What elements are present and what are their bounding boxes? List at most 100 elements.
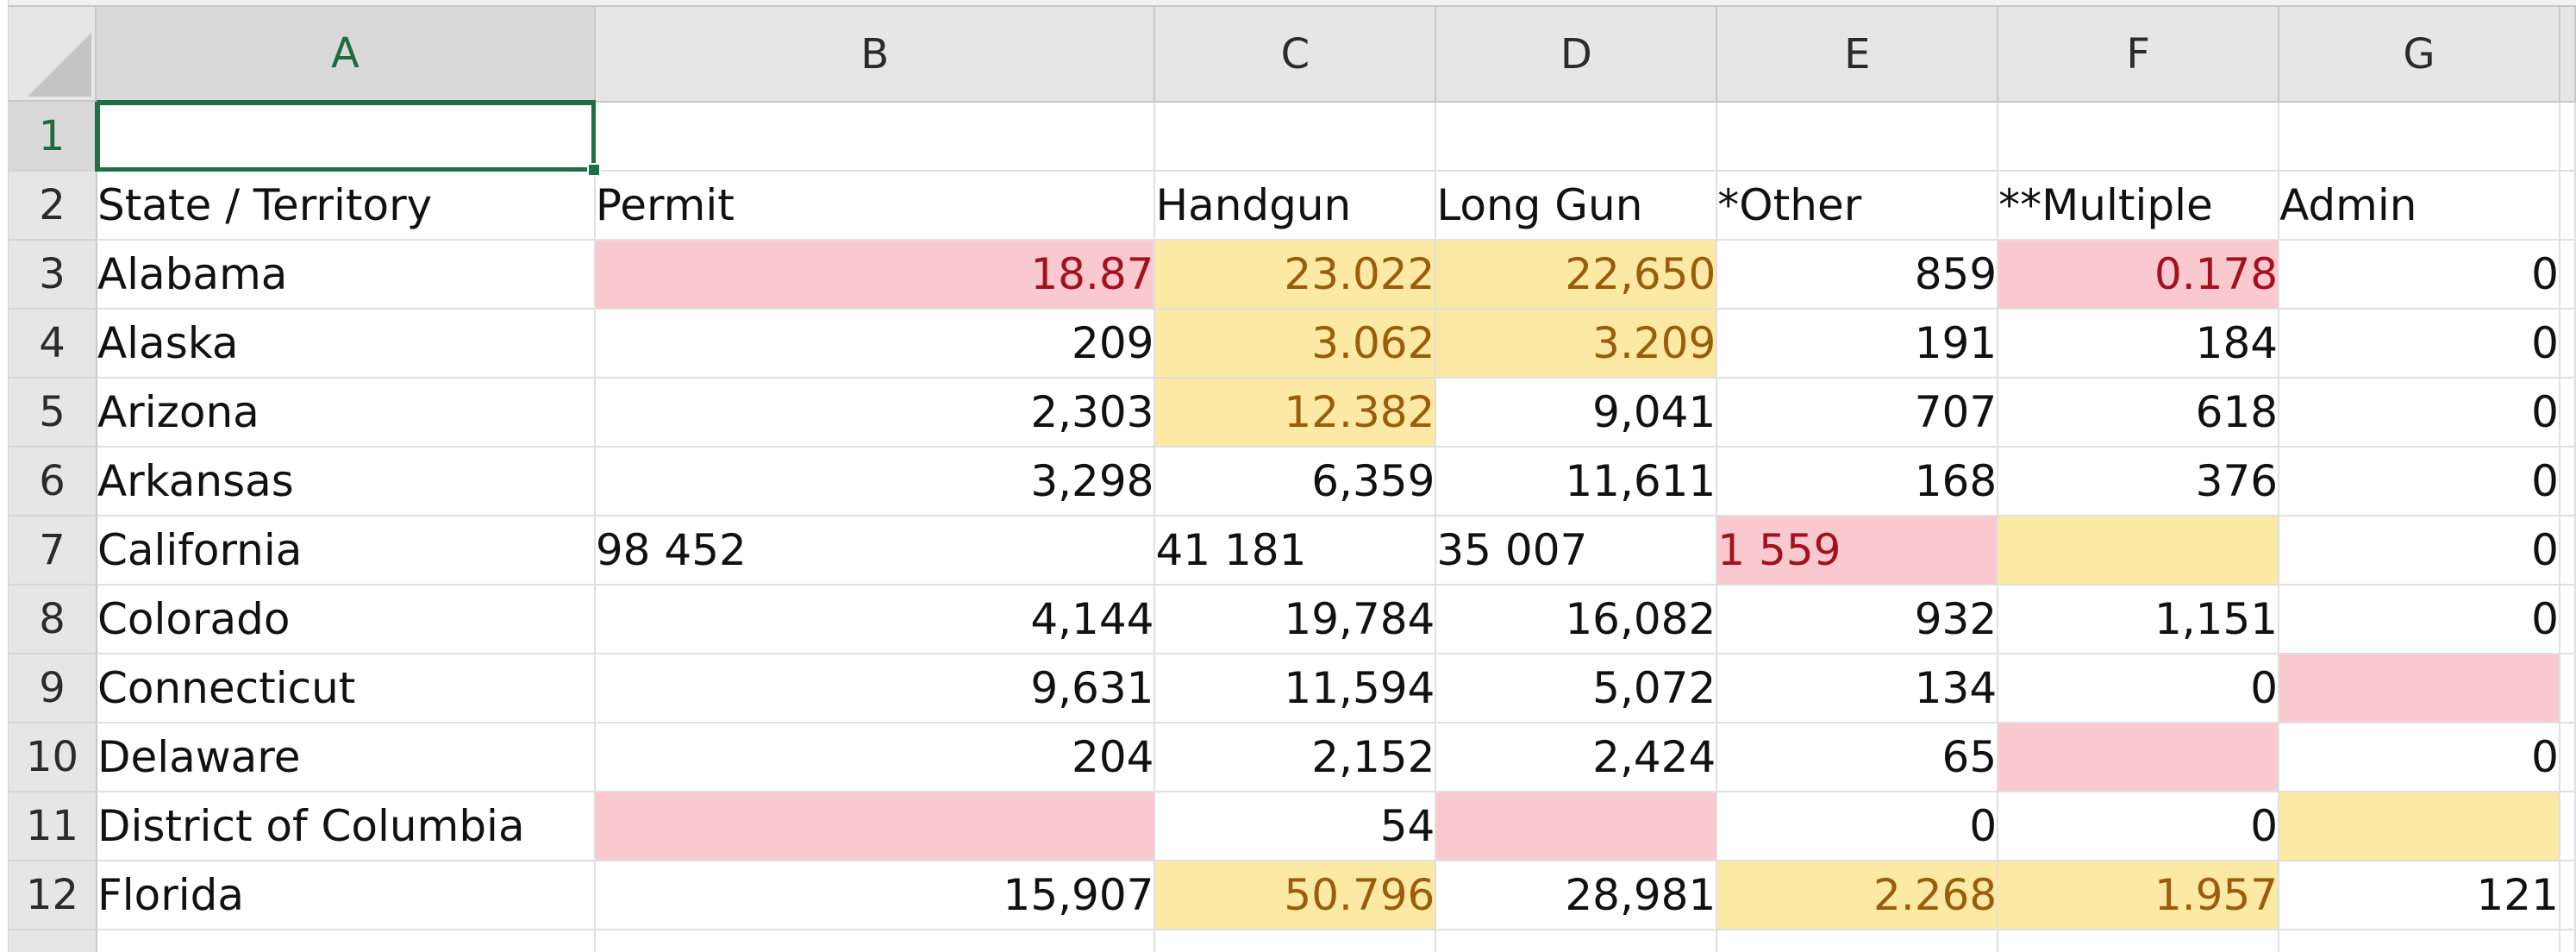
cell-e9[interactable]: 134 xyxy=(1716,654,1999,723)
cell-f3[interactable]: 0.178 xyxy=(1998,240,2280,310)
column-header-g[interactable]: G xyxy=(2279,7,2560,103)
cell-d7[interactable]: 35 007 xyxy=(1435,516,1718,586)
cell-e11[interactable]: 0 xyxy=(1716,792,1999,861)
row-header-8[interactable]: 8 xyxy=(9,585,97,654)
cell-c5[interactable]: 12.382 xyxy=(1154,378,1437,448)
cell-b9[interactable]: 9,631 xyxy=(594,654,1156,723)
cell-d12[interactable]: 28,981 xyxy=(1435,861,1718,930)
cell-d4[interactable]: 3.209 xyxy=(1435,309,1718,379)
cell-c11[interactable]: 54 xyxy=(1154,792,1437,861)
row-header-1[interactable]: 1 xyxy=(9,102,98,172)
cell-b8[interactable]: 4,144 xyxy=(594,585,1156,654)
row-header-5[interactable]: 5 xyxy=(9,378,97,448)
cell-row13-partial[interactable] xyxy=(2559,930,2576,952)
cell-h6-partial[interactable] xyxy=(2559,447,2576,517)
cell-f2[interactable]: **Multiple xyxy=(1998,171,2280,241)
column-header-h-partial[interactable] xyxy=(2559,7,2576,103)
row-header-3[interactable]: 3 xyxy=(9,240,97,310)
cell-d2[interactable]: Long Gun xyxy=(1435,171,1718,241)
cell-a10[interactable]: Delaware xyxy=(96,723,596,792)
cell-row13-partial[interactable] xyxy=(96,930,596,952)
row-header-12[interactable]: 12 xyxy=(9,861,97,930)
cell-c8[interactable]: 19,784 xyxy=(1154,585,1437,654)
cell-b5[interactable]: 2,303 xyxy=(594,378,1156,448)
cell-h8-partial[interactable] xyxy=(2559,585,2576,654)
cell-e2[interactable]: *Other xyxy=(1716,171,1999,241)
column-header-d[interactable]: D xyxy=(1435,7,1718,103)
cell-f9[interactable]: 0 xyxy=(1998,654,2280,723)
cell-row13-partial[interactable] xyxy=(1435,930,1718,952)
cell-h10-partial[interactable] xyxy=(2559,723,2576,792)
cell-c6[interactable]: 6,359 xyxy=(1154,447,1437,517)
cell-h4-partial[interactable] xyxy=(2559,309,2576,379)
row-header-9[interactable]: 9 xyxy=(9,654,97,723)
cell-f8[interactable]: 1,151 xyxy=(1998,585,2280,654)
cell-f6[interactable]: 376 xyxy=(1998,447,2280,517)
cell-c9[interactable]: 11,594 xyxy=(1154,654,1437,723)
cell-d5[interactable]: 9,041 xyxy=(1435,378,1718,448)
cell-d8[interactable]: 16,082 xyxy=(1435,585,1718,654)
cell-h5-partial[interactable] xyxy=(2559,378,2576,448)
column-header-c[interactable]: C xyxy=(1154,7,1437,103)
cell-g3[interactable]: 0 xyxy=(2279,240,2560,310)
cell-a1[interactable] xyxy=(95,101,596,172)
cell-b3[interactable]: 18.87 xyxy=(594,240,1156,310)
select-all-corner-graphic[interactable] xyxy=(9,7,97,102)
cell-g10[interactable]: 0 xyxy=(2279,723,2560,792)
cell-h1-partial[interactable] xyxy=(2559,102,2576,172)
cell-g2[interactable]: Admin xyxy=(2279,171,2560,241)
cell-c2[interactable]: Handgun xyxy=(1154,171,1437,241)
cell-a9[interactable]: Connecticut xyxy=(96,654,596,723)
cell-h12-partial[interactable] xyxy=(2559,861,2576,930)
cell-b6[interactable]: 3,298 xyxy=(594,447,1156,517)
cell-g5[interactable]: 0 xyxy=(2279,378,2560,448)
cell-a8[interactable]: Colorado xyxy=(96,585,596,654)
cell-b1[interactable] xyxy=(594,102,1156,172)
cell-h9-partial[interactable] xyxy=(2559,654,2576,723)
cell-g11[interactable] xyxy=(2279,792,2560,861)
column-header-e[interactable]: E xyxy=(1716,7,1999,103)
cell-f7[interactable] xyxy=(1998,516,2280,586)
row-header-2[interactable]: 2 xyxy=(9,171,97,241)
cell-h11-partial[interactable] xyxy=(2559,792,2576,861)
cell-a6[interactable]: Arkansas xyxy=(96,447,596,517)
cell-a5[interactable]: Arizona xyxy=(96,378,596,448)
cell-g6[interactable]: 0 xyxy=(2279,447,2560,517)
cell-a2[interactable]: State / Territory xyxy=(96,171,596,241)
cell-g12[interactable]: 121 xyxy=(2279,861,2560,930)
cell-e3[interactable]: 859 xyxy=(1716,240,1999,310)
cell-b11[interactable] xyxy=(594,792,1156,861)
cell-a3[interactable]: Alabama xyxy=(96,240,596,310)
cell-c1[interactable] xyxy=(1154,102,1437,172)
cell-d1[interactable] xyxy=(1435,102,1718,172)
cell-row13-partial[interactable] xyxy=(1716,930,1999,952)
cell-f1[interactable] xyxy=(1998,102,2280,172)
column-header-b[interactable]: B xyxy=(594,7,1156,103)
cell-d6[interactable]: 11,611 xyxy=(1435,447,1718,517)
cell-c7[interactable]: 41 181 xyxy=(1154,516,1437,586)
cell-f4[interactable]: 184 xyxy=(1998,309,2280,379)
cell-f12[interactable]: 1.957 xyxy=(1998,861,2280,930)
cell-c4[interactable]: 3.062 xyxy=(1154,309,1437,379)
fill-handle[interactable] xyxy=(586,163,601,177)
cell-d3[interactable]: 22,650 xyxy=(1435,240,1718,310)
cell-row13-partial[interactable] xyxy=(594,930,1156,952)
cell-g7[interactable]: 0 xyxy=(2279,516,2560,586)
cell-g8[interactable]: 0 xyxy=(2279,585,2560,654)
cell-e5[interactable]: 707 xyxy=(1716,378,1999,448)
row-header-11[interactable]: 11 xyxy=(9,792,97,861)
cell-b7[interactable]: 98 452 xyxy=(594,516,1156,586)
cell-c3[interactable]: 23.022 xyxy=(1154,240,1437,310)
cell-b12[interactable]: 15,907 xyxy=(594,861,1156,930)
cell-g9[interactable] xyxy=(2279,654,2560,723)
row-header-13[interactable] xyxy=(9,930,97,952)
cell-f5[interactable]: 618 xyxy=(1998,378,2280,448)
row-header-6[interactable]: 6 xyxy=(9,447,97,517)
cell-b10[interactable]: 204 xyxy=(594,723,1156,792)
cell-row13-partial[interactable] xyxy=(2279,930,2560,952)
cell-a4[interactable]: Alaska xyxy=(96,309,596,379)
column-header-a[interactable]: A xyxy=(96,7,596,103)
row-header-7[interactable]: 7 xyxy=(9,516,97,586)
cell-c10[interactable]: 2,152 xyxy=(1154,723,1437,792)
cell-e1[interactable] xyxy=(1716,102,1999,172)
